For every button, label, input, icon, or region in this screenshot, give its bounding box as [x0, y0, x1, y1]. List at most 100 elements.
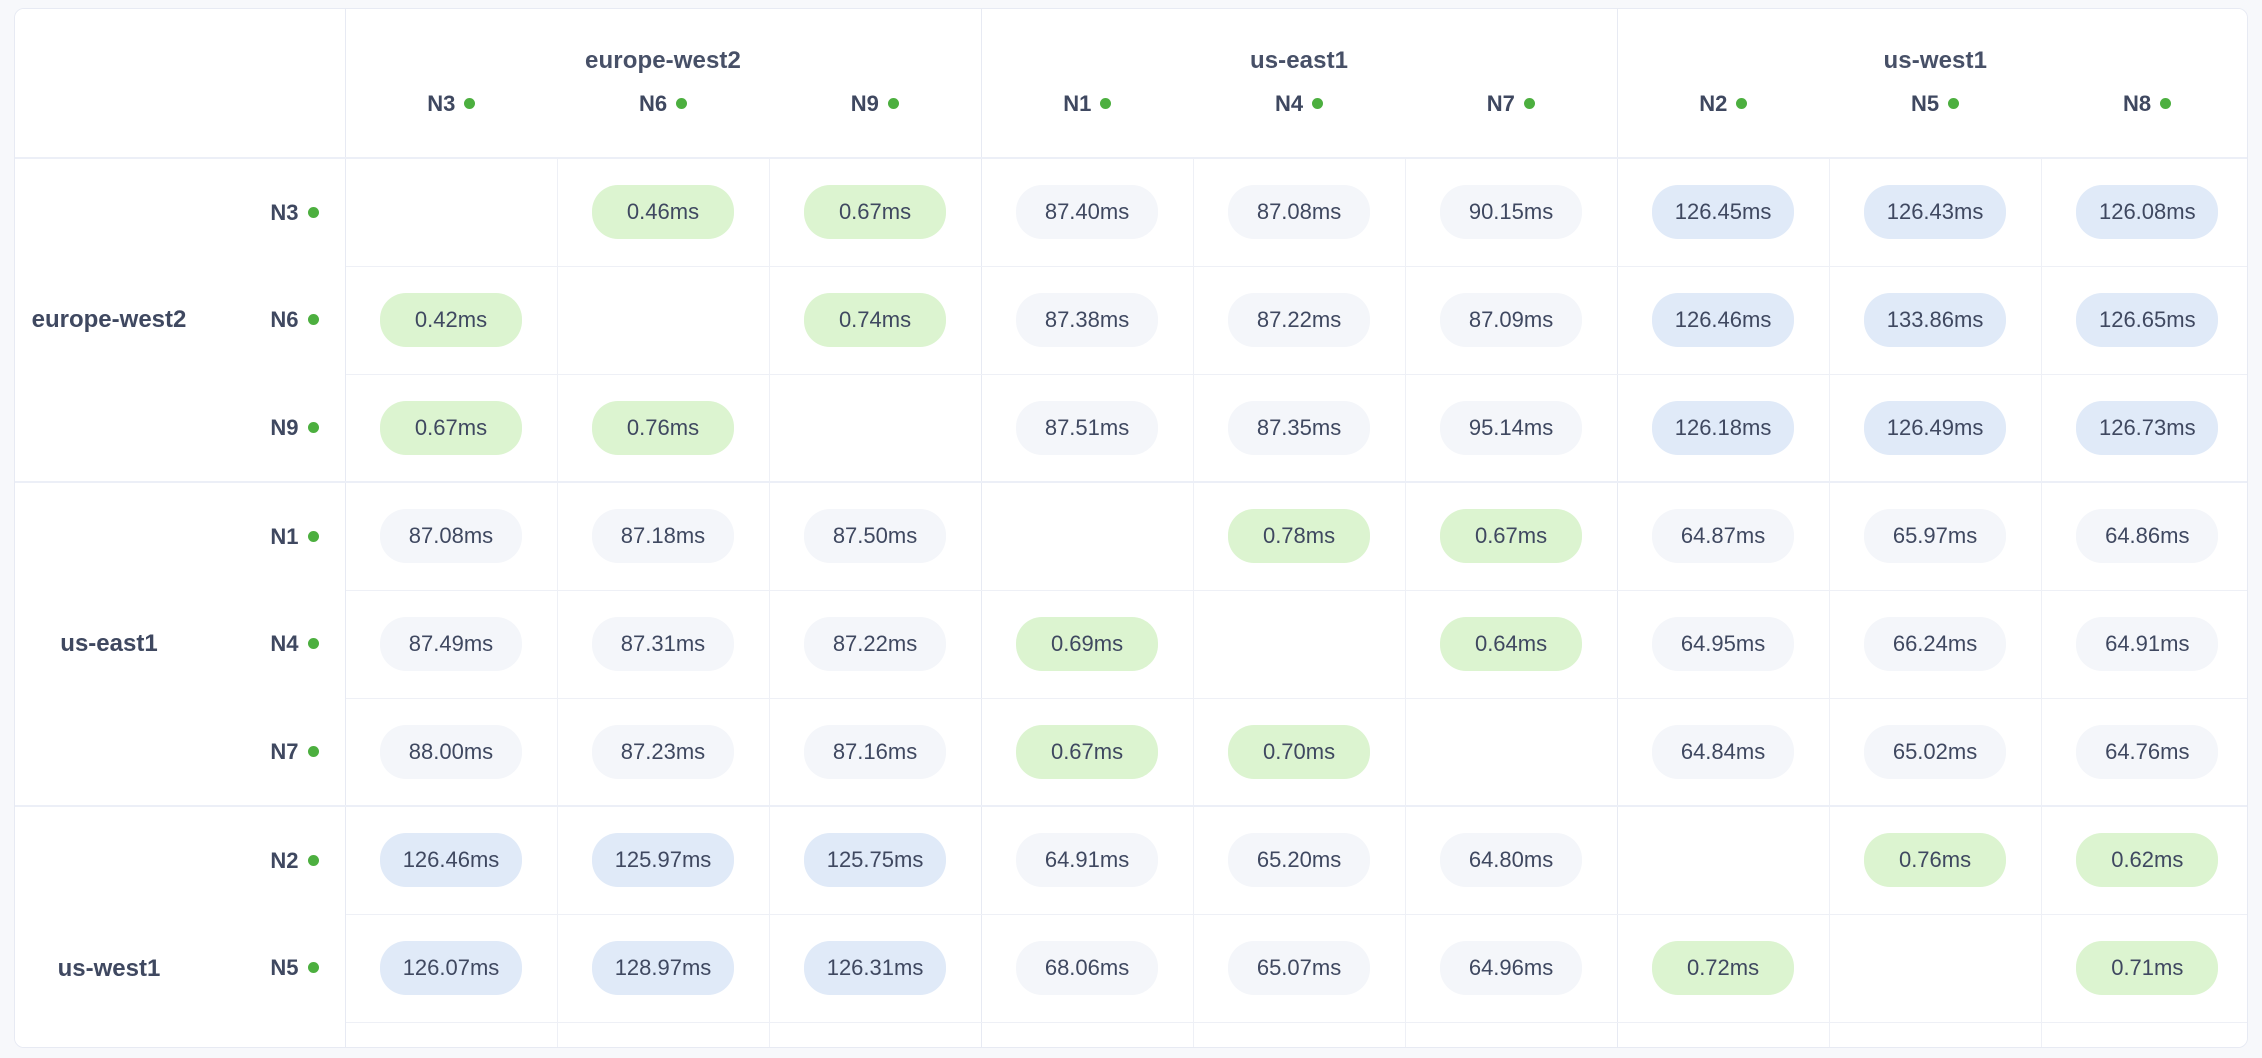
- latency-cell[interactable]: 0.66ms: [1617, 1022, 1830, 1047]
- latency-cell[interactable]: 64.80ms: [1405, 806, 1618, 915]
- latency-cell[interactable]: 0.67ms: [345, 374, 558, 483]
- latency-cell[interactable]: 87.49ms: [345, 590, 558, 699]
- latency-cell[interactable]: 126.46ms: [345, 806, 558, 915]
- latency-cell[interactable]: [1193, 590, 1406, 699]
- row-header-node-N5[interactable]: N5: [203, 914, 346, 1022]
- latency-cell[interactable]: 126.46ms: [1617, 266, 1830, 375]
- latency-cell[interactable]: 87.16ms: [769, 698, 982, 807]
- latency-cell[interactable]: 67.68ms: [1405, 1022, 1618, 1047]
- latency-cell[interactable]: 126.65ms: [769, 1022, 982, 1047]
- latency-cell[interactable]: 0.67ms: [981, 698, 1194, 807]
- latency-cell[interactable]: 126.08ms: [2041, 158, 2247, 267]
- column-header-node-N1[interactable]: N1: [981, 85, 1194, 159]
- latency-cell[interactable]: 64.95ms: [1617, 590, 1830, 699]
- column-header-node-N7[interactable]: N7: [1405, 85, 1618, 159]
- latency-cell[interactable]: 126.06ms: [557, 1022, 770, 1047]
- latency-cell[interactable]: 87.51ms: [981, 374, 1194, 483]
- row-header-node-N1[interactable]: N1: [203, 482, 346, 590]
- latency-cell[interactable]: 0.71ms: [2041, 914, 2247, 1023]
- row-header-node-N6[interactable]: N6: [203, 266, 346, 374]
- latency-cell[interactable]: 0.74ms: [769, 266, 982, 375]
- latency-cell[interactable]: 0.70ms: [1193, 698, 1406, 807]
- latency-cell[interactable]: 64.91ms: [2041, 590, 2247, 699]
- latency-cell[interactable]: 95.14ms: [1405, 374, 1618, 483]
- latency-cell[interactable]: 0.68ms: [1829, 1022, 2042, 1047]
- latency-cell[interactable]: 87.08ms: [345, 482, 558, 591]
- latency-cell[interactable]: 87.38ms: [981, 266, 1194, 375]
- latency-cell[interactable]: 126.45ms: [1617, 158, 1830, 267]
- latency-cell[interactable]: 126.18ms: [1617, 374, 1830, 483]
- latency-cell[interactable]: 126.65ms: [2041, 266, 2247, 375]
- latency-cell[interactable]: [769, 374, 982, 483]
- latency-cell[interactable]: 0.78ms: [1193, 482, 1406, 591]
- latency-cell[interactable]: [557, 266, 770, 375]
- latency-cell[interactable]: 126.73ms: [2041, 374, 2247, 483]
- latency-cell[interactable]: 90.15ms: [1405, 158, 1618, 267]
- column-header-node-N3[interactable]: N3: [345, 85, 557, 159]
- latency-cell[interactable]: 87.40ms: [981, 158, 1194, 267]
- latency-cell[interactable]: 64.84ms: [1617, 698, 1830, 807]
- latency-cell[interactable]: 64.96ms: [1405, 914, 1618, 1023]
- latency-cell[interactable]: 0.64ms: [1405, 590, 1618, 699]
- latency-cell[interactable]: 0.46ms: [557, 158, 770, 267]
- latency-cell[interactable]: 68.06ms: [981, 914, 1194, 1023]
- latency-cell[interactable]: [1617, 806, 1830, 915]
- latency-cell[interactable]: 87.23ms: [557, 698, 770, 807]
- row-header-node-N9[interactable]: N9: [203, 374, 346, 483]
- column-header-node-N6[interactable]: N6: [557, 85, 769, 159]
- latency-cell[interactable]: 88.00ms: [345, 698, 558, 807]
- latency-cell[interactable]: 64.91ms: [981, 806, 1194, 915]
- latency-cell[interactable]: 87.22ms: [1193, 266, 1406, 375]
- latency-cell[interactable]: 65.97ms: [1829, 482, 2042, 591]
- latency-cell[interactable]: 64.87ms: [981, 1022, 1194, 1047]
- latency-cell[interactable]: 87.18ms: [557, 482, 770, 591]
- row-header-node-N3[interactable]: N3: [203, 158, 346, 266]
- latency-cell[interactable]: 65.07ms: [1193, 914, 1406, 1023]
- latency-cell[interactable]: 125.97ms: [557, 806, 770, 915]
- latency-cell[interactable]: 0.69ms: [981, 590, 1194, 699]
- row-header-node-N4[interactable]: N4: [203, 590, 346, 698]
- latency-cell[interactable]: 87.50ms: [769, 482, 982, 591]
- latency-cell[interactable]: 126.31ms: [769, 914, 982, 1023]
- row-header-node-N2[interactable]: N2: [203, 806, 346, 914]
- latency-cell[interactable]: 126.49ms: [1829, 374, 2042, 483]
- row-header-node-N8[interactable]: N8: [203, 1022, 346, 1047]
- latency-cell[interactable]: [981, 482, 1194, 591]
- latency-cell[interactable]: 87.08ms: [1193, 158, 1406, 267]
- latency-cell[interactable]: [2041, 1022, 2247, 1047]
- latency-cell[interactable]: 0.72ms: [1617, 914, 1830, 1023]
- latency-cell[interactable]: [1829, 914, 2042, 1023]
- latency-cell[interactable]: 0.42ms: [345, 266, 558, 375]
- row-header-node-N7[interactable]: N7: [203, 698, 346, 807]
- latency-cell[interactable]: 66.24ms: [1829, 590, 2042, 699]
- latency-cell[interactable]: 87.35ms: [1193, 374, 1406, 483]
- latency-cell[interactable]: 0.76ms: [1829, 806, 2042, 915]
- latency-cell[interactable]: 128.97ms: [557, 914, 770, 1023]
- latency-cell[interactable]: 65.20ms: [1193, 806, 1406, 915]
- column-header-node-N5[interactable]: N5: [1829, 85, 2042, 159]
- latency-cell[interactable]: 64.94ms: [1193, 1022, 1406, 1047]
- column-header-node-N9[interactable]: N9: [769, 85, 982, 159]
- latency-cell[interactable]: 64.87ms: [1617, 482, 1830, 591]
- latency-cell[interactable]: 0.67ms: [1405, 482, 1618, 591]
- column-header-node-N2[interactable]: N2: [1617, 85, 1830, 159]
- latency-cell[interactable]: 87.09ms: [1405, 266, 1618, 375]
- latency-cell[interactable]: 126.07ms: [345, 914, 558, 1023]
- latency-cell[interactable]: [345, 158, 558, 267]
- latency-cell[interactable]: 0.67ms: [769, 158, 982, 267]
- latency-cell[interactable]: [1405, 698, 1618, 807]
- latency-cell[interactable]: 87.31ms: [557, 590, 770, 699]
- latency-cell[interactable]: 64.76ms: [2041, 698, 2247, 807]
- latency-cell[interactable]: 126.43ms: [1829, 158, 2042, 267]
- latency-cell[interactable]: 65.02ms: [1829, 698, 2042, 807]
- column-header-node-N8[interactable]: N8: [2041, 85, 2247, 159]
- column-header-node-N4[interactable]: N4: [1193, 85, 1406, 159]
- latency-cell[interactable]: 64.86ms: [2041, 482, 2247, 591]
- latency-cell[interactable]: 0.62ms: [2041, 806, 2247, 915]
- latency-cell[interactable]: 133.86ms: [1829, 266, 2042, 375]
- column-group-header-us-west1: us-west1: [1617, 9, 2247, 85]
- latency-cell[interactable]: 87.22ms: [769, 590, 982, 699]
- latency-cell[interactable]: 0.76ms: [557, 374, 770, 483]
- latency-cell[interactable]: 125.75ms: [769, 806, 982, 915]
- latency-cell[interactable]: 126.09ms: [345, 1022, 558, 1047]
